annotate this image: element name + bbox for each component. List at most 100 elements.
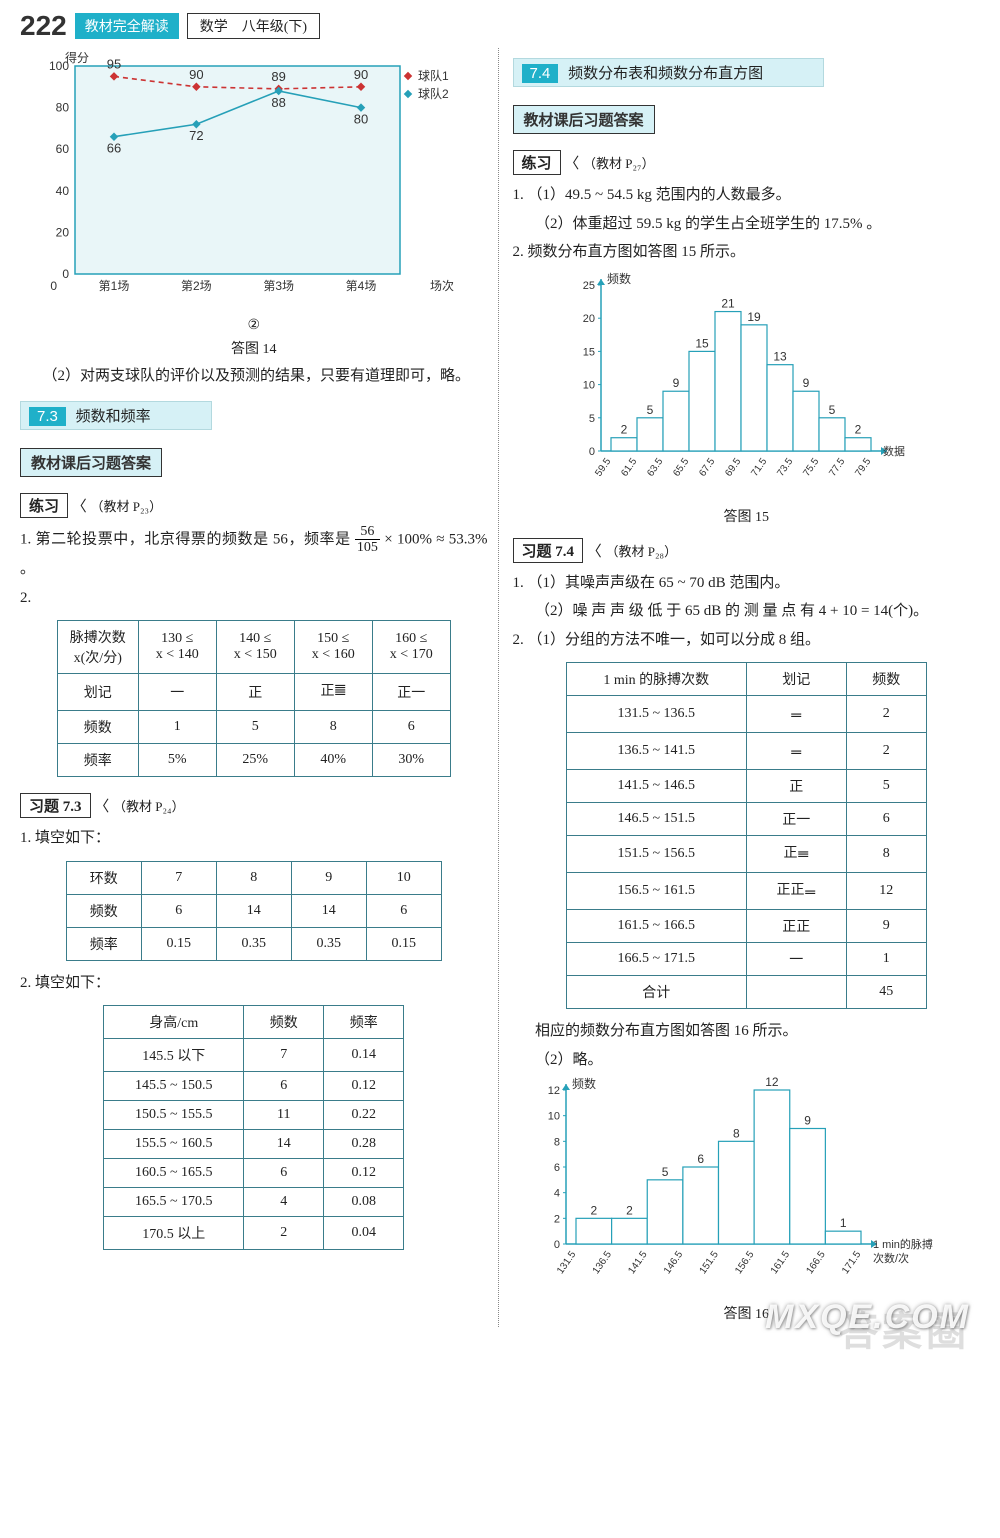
- svg-text:1: 1: [840, 1216, 847, 1230]
- table-cell: 6: [244, 1159, 324, 1188]
- table-header: 频率: [324, 1006, 404, 1039]
- table-header: 1 min 的脉搏次数: [566, 663, 746, 696]
- svg-text:90: 90: [189, 67, 203, 82]
- svg-text:63.5: 63.5: [646, 456, 666, 479]
- svg-text:0: 0: [589, 446, 595, 458]
- svg-text:0: 0: [62, 267, 69, 281]
- chart-14: 020406080100得分第1场第2场第3场第4场场次095908990球队1…: [20, 48, 488, 358]
- table-cell: 正一: [372, 674, 450, 711]
- table-header: 9: [291, 861, 366, 894]
- svg-text:5: 5: [647, 402, 654, 416]
- chart-16: 024681012频数225681291131.5136.5141.5146.5…: [513, 1074, 981, 1323]
- table-cell: 0.15: [141, 927, 216, 960]
- table-cell: 1: [138, 711, 216, 744]
- table-header: 130 ≤ x < 140: [138, 621, 216, 674]
- svg-text:21: 21: [722, 296, 736, 310]
- table-header: 150 ≤ x < 160: [294, 621, 372, 674]
- svg-text:13: 13: [774, 349, 788, 363]
- table-cell: 25%: [216, 744, 294, 777]
- table-cell: 156.5 ~ 161.5: [566, 873, 746, 910]
- table-cell: 5%: [138, 744, 216, 777]
- svg-text:0: 0: [50, 279, 57, 293]
- r-q1b: （2）体重超过 59.5 kg 的学生占全班学生的 17.5% 。: [513, 210, 981, 239]
- table-cell: 145.5 以下: [104, 1039, 244, 1072]
- table-cell: 频率: [57, 744, 138, 777]
- table-cell: 6: [846, 803, 926, 836]
- table-cell: 45: [846, 976, 926, 1009]
- svg-text:15: 15: [583, 346, 595, 358]
- svg-text:146.5: 146.5: [662, 1249, 686, 1276]
- histogram-svg: 0510152025频数2591521191395259.561.563.565…: [556, 267, 936, 497]
- table-cell: 正正: [746, 910, 846, 943]
- svg-text:次数/次: 次数/次: [873, 1251, 909, 1265]
- svg-text:第4场: 第4场: [346, 279, 377, 293]
- svg-text:136.5: 136.5: [591, 1249, 615, 1276]
- table-cell: 150.5 ~ 155.5: [104, 1101, 244, 1130]
- svg-text:20: 20: [583, 313, 595, 325]
- table-cell: 166.5 ~ 171.5: [566, 943, 746, 976]
- table-header: 划记: [746, 663, 846, 696]
- table-cell: 0.28: [324, 1130, 404, 1159]
- table-cell: 5: [216, 711, 294, 744]
- table-cell: 合计: [566, 976, 746, 1009]
- svg-text:5: 5: [662, 1165, 669, 1179]
- table-cell: 正: [216, 674, 294, 711]
- chart14-note: （2）对两支球队的评价以及预测的结果，只要有道理即可，略。: [20, 362, 488, 391]
- svg-text:77.5: 77.5: [828, 456, 848, 479]
- table-cell: 0.12: [324, 1159, 404, 1188]
- svg-text:71.5: 71.5: [750, 456, 770, 479]
- page-number: 222: [20, 10, 67, 42]
- answers-tag-r: 教材课后习题答案: [513, 105, 655, 134]
- table-cell: 14: [291, 894, 366, 927]
- table-cell: 一: [746, 943, 846, 976]
- table-cell: 40%: [294, 744, 372, 777]
- table-cell: 146.5 ~ 151.5: [566, 803, 746, 836]
- svg-text:球队2: 球队2: [418, 86, 449, 101]
- table-cell: 频数: [57, 711, 138, 744]
- svg-text:59.5: 59.5: [594, 456, 614, 479]
- section-title: 频数分布表和频数分布直方图: [568, 66, 763, 82]
- table-cell: 频率: [66, 927, 141, 960]
- table-cell: 30%: [372, 744, 450, 777]
- svg-text:161.5: 161.5: [769, 1249, 793, 1276]
- table-cell: 0.15: [366, 927, 441, 960]
- svg-text:频数: 频数: [607, 271, 631, 286]
- svg-text:88: 88: [271, 95, 285, 110]
- svg-text:第1场: 第1场: [99, 279, 130, 293]
- right-column: 7.4 频数分布表和频数分布直方图 教材课后习题答案 练习 〈 （教材 P₂₇）…: [498, 48, 981, 1327]
- table-cell: 2: [846, 696, 926, 733]
- table-cell: 0.04: [324, 1217, 404, 1250]
- chart14-sublabel: ②: [20, 317, 488, 334]
- answers-tag: 教材课后习题答案: [20, 448, 162, 477]
- table-ring: 环数78910频数614146频率0.150.350.350.15: [66, 861, 442, 961]
- q2-label: 2.: [20, 584, 488, 613]
- table-cell: 141.5 ~ 146.5: [566, 770, 746, 803]
- table-header: 7: [141, 861, 216, 894]
- svg-text:10: 10: [548, 1111, 560, 1123]
- r-exq1b: （2）噪 声 声 级 低 于 65 dB 的 测 量 点 有 4 + 10 = …: [513, 597, 981, 626]
- table-cell: 14: [216, 894, 291, 927]
- section-title: 频数和频率: [76, 409, 151, 425]
- svg-text:40: 40: [56, 184, 70, 198]
- table-cell: 9: [846, 910, 926, 943]
- svg-text:2: 2: [621, 422, 628, 436]
- svg-text:25: 25: [583, 280, 595, 292]
- table-cell: 正𝍤: [294, 674, 372, 711]
- section-num: 7.3: [29, 407, 66, 426]
- practice-label: 练习: [20, 493, 68, 518]
- table-cell: 170.5 以上: [104, 1217, 244, 1250]
- svg-text:15: 15: [696, 336, 710, 350]
- svg-text:6: 6: [554, 1162, 560, 1174]
- table-header: 140 ≤ x < 150: [216, 621, 294, 674]
- table-cell: 161.5 ~ 166.5: [566, 910, 746, 943]
- practice-label-r: 练习: [513, 150, 561, 175]
- svg-text:90: 90: [354, 67, 368, 82]
- section-num: 7.4: [522, 64, 559, 83]
- svg-text:89: 89: [271, 69, 285, 84]
- table-cell: 𝍡: [746, 733, 846, 770]
- left-column: 020406080100得分第1场第2场第3场第4场场次095908990球队1…: [20, 48, 488, 1327]
- ex73-label: 习题 7.3: [20, 793, 91, 818]
- svg-text:5: 5: [829, 402, 836, 416]
- table-cell: 2: [244, 1217, 324, 1250]
- svg-text:73.5: 73.5: [776, 456, 796, 479]
